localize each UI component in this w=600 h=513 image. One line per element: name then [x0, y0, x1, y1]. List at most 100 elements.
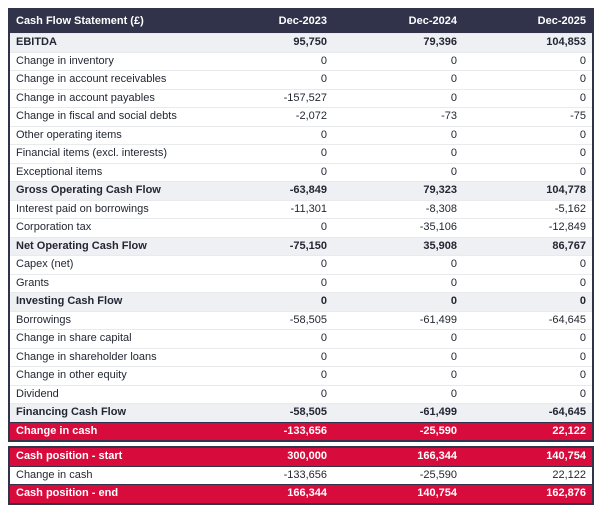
row-label: Change in other equity: [9, 366, 203, 385]
table-row: Capex (net) 0 0 0: [9, 255, 593, 274]
table-row: Change in account receivables 0 0 0: [9, 70, 593, 89]
cell-value: 0: [203, 51, 333, 71]
row-label: Change in share capital: [9, 329, 203, 348]
cell-value: 0: [333, 125, 463, 145]
row-label: Investing Cash Flow: [9, 292, 203, 311]
cell-value: 35,908: [333, 236, 463, 256]
cash-position-table: Cash position - start 300,000 166,344 140,7…: [8, 446, 594, 505]
cell-value: -2,072: [203, 107, 333, 126]
table-row: Change in share capital 0 0 0: [9, 329, 593, 348]
row-label: Net Operating Cash Flow: [9, 236, 203, 256]
cell-value: -11,301: [203, 199, 333, 219]
cell-value: 0: [463, 329, 593, 348]
cell-value: 0: [333, 255, 463, 274]
cell-value: 0: [463, 255, 593, 274]
cell-value: 0: [463, 51, 593, 71]
cell-value: 162,876: [463, 484, 593, 504]
cell-value: 0: [333, 51, 463, 71]
row-label: Dividend: [9, 384, 203, 404]
cell-value: 0: [333, 162, 463, 182]
table-row: Grants 0 0 0: [9, 273, 593, 293]
table-row: Interest paid on borrowings -11,301 -8,308…: [9, 199, 593, 219]
table-row: Exceptional items 0 0 0: [9, 162, 593, 182]
cell-value: 79,323: [333, 181, 463, 200]
row-label: Corporation tax: [9, 218, 203, 237]
row-label: Other operating items: [9, 125, 203, 145]
row-label: Gross Operating Cash Flow: [9, 181, 203, 200]
cell-value: 0: [333, 144, 463, 163]
cell-value: 0: [463, 384, 593, 404]
cell-value: -8,308: [333, 199, 463, 219]
cell-value: 166,344: [203, 484, 333, 504]
cell-value: 300,000: [203, 446, 333, 467]
table-row: Net Operating Cash Flow -75,150 35,908 86,7…: [9, 236, 593, 256]
cell-value: -63,849: [203, 181, 333, 200]
table-row: Cash position - start 300,000 166,344 140,7…: [9, 446, 593, 467]
column-header-dec-2023: Dec-2023: [203, 9, 333, 34]
cell-value: -61,499: [333, 403, 463, 422]
table-row: Corporation tax 0 -35,106 -12,849: [9, 218, 593, 237]
row-label: Change in account payables: [9, 88, 203, 108]
cell-value: -75: [463, 107, 593, 126]
cell-value: 0: [203, 329, 333, 348]
table-row: Investing Cash Flow 0 0 0: [9, 292, 593, 311]
cell-value: 22,122: [463, 465, 593, 485]
column-header-dec-2024: Dec-2024: [333, 9, 463, 34]
cell-value: 140,754: [333, 484, 463, 504]
cell-value: 140,754: [463, 446, 593, 467]
cell-value: -12,849: [463, 218, 593, 237]
cell-value: 0: [463, 273, 593, 293]
summary-table-body: Cash position - start 300,000 166,344 140,7…: [9, 446, 593, 504]
row-label: Cash position - end: [9, 484, 203, 504]
header-row: Cash Flow Statement (£) Dec-2023 Dec-202…: [9, 9, 593, 34]
row-label: Cash position - start: [9, 446, 203, 467]
cell-value: 0: [203, 273, 333, 293]
cell-value: 22,122: [463, 421, 593, 442]
cell-value: -35,106: [333, 218, 463, 237]
cell-value: -58,505: [203, 403, 333, 422]
cell-value: 0: [333, 273, 463, 293]
cell-value: 0: [463, 162, 593, 182]
row-label: Change in cash: [9, 465, 203, 485]
cell-value: 0: [203, 144, 333, 163]
table-row: Gross Operating Cash Flow -63,849 79,323 10…: [9, 181, 593, 200]
table-row: Change in cash -133,656 -25,590 22,122: [9, 465, 593, 485]
table-row: Other operating items 0 0 0: [9, 125, 593, 145]
row-label: EBITDA: [9, 33, 203, 52]
cell-value: 0: [333, 88, 463, 108]
cell-value: 104,778: [463, 181, 593, 200]
cell-value: 95,750: [203, 33, 333, 52]
table-row: Change in fiscal and social debts -2,072 -…: [9, 107, 593, 126]
cell-value: -25,590: [333, 421, 463, 442]
row-label: Grants: [9, 273, 203, 293]
row-label: Change in shareholder loans: [9, 347, 203, 367]
cell-value: 0: [203, 162, 333, 182]
table-row: Financing Cash Flow -58,505 -61,499 -64,645: [9, 403, 593, 422]
cell-value: -5,162: [463, 199, 593, 219]
cell-value: 0: [463, 292, 593, 311]
cell-value: 79,396: [333, 33, 463, 52]
row-label: Change in account receivables: [9, 70, 203, 89]
cell-value: 0: [203, 70, 333, 89]
cell-value: 0: [333, 347, 463, 367]
cell-value: 0: [203, 347, 333, 367]
cell-value: -64,645: [463, 310, 593, 330]
cell-value: 0: [463, 88, 593, 108]
cell-value: 0: [463, 70, 593, 89]
cell-value: 0: [333, 292, 463, 311]
table-row: Cash position - end 166,344 140,754 162,876: [9, 484, 593, 504]
table-row: Change in inventory 0 0 0: [9, 51, 593, 71]
table-row: Change in other equity 0 0 0: [9, 366, 593, 385]
cell-value: 0: [203, 218, 333, 237]
row-label: Exceptional items: [9, 162, 203, 182]
table-header: Cash Flow Statement (£) Dec-2023 Dec-202…: [9, 9, 593, 34]
cell-value: 0: [203, 366, 333, 385]
table-row: Borrowings -58,505 -61,499 -64,645: [9, 310, 593, 330]
table-row: Change in account payables -157,527 0 0: [9, 88, 593, 108]
row-label: Change in fiscal and social debts: [9, 107, 203, 126]
cell-value: 0: [333, 384, 463, 404]
cell-value: -61,499: [333, 310, 463, 330]
cell-value: 0: [463, 144, 593, 163]
cell-value: 0: [203, 292, 333, 311]
